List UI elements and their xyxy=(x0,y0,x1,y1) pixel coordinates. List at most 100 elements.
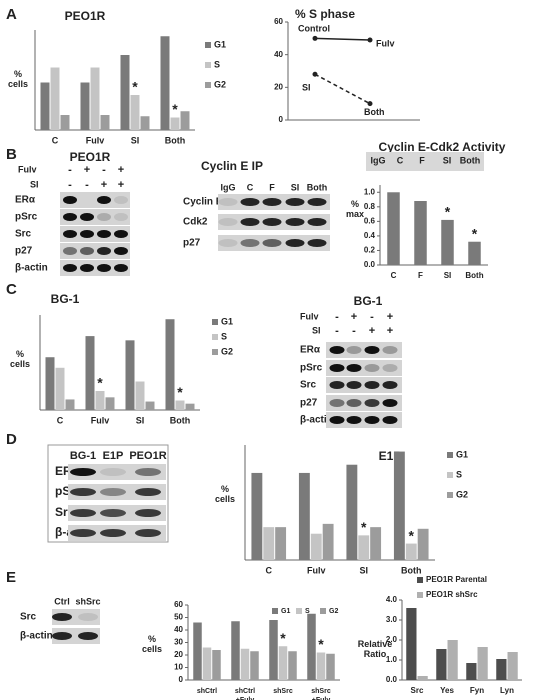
band xyxy=(78,613,98,621)
text-line: % xyxy=(351,199,359,209)
y-tick-label: 3.0 xyxy=(386,615,398,624)
bar xyxy=(406,608,417,680)
band xyxy=(285,218,305,226)
legend-label: G2 xyxy=(221,346,233,356)
y-tick-label: 0.0 xyxy=(386,675,398,684)
band xyxy=(329,381,345,389)
blot-background xyxy=(52,609,100,625)
legend-label: G1 xyxy=(456,449,468,459)
text-line: % xyxy=(16,349,24,359)
significance-mark: * xyxy=(318,636,324,652)
row-label: β-actin xyxy=(300,415,333,426)
bar xyxy=(507,652,518,680)
bar xyxy=(468,241,481,265)
band xyxy=(100,509,126,517)
bar xyxy=(80,82,90,130)
row-label: pSrc xyxy=(300,363,323,374)
bar xyxy=(165,319,175,410)
treatment-label: Fulv xyxy=(300,311,319,321)
row-label: pSrc xyxy=(15,212,38,223)
treatment-mark: - xyxy=(85,179,89,191)
band xyxy=(97,213,111,221)
panel-letter: E xyxy=(6,569,16,586)
significance-mark: * xyxy=(172,101,178,117)
lane-label: PEO1R xyxy=(129,450,166,462)
line xyxy=(314,37,371,41)
blot-title: BG-1 xyxy=(354,294,383,308)
band xyxy=(70,468,96,476)
band xyxy=(218,218,238,226)
band xyxy=(364,416,380,424)
lane-label: shSrc xyxy=(75,596,100,606)
band xyxy=(262,239,282,247)
y-tick-label: 30 xyxy=(174,638,183,647)
band xyxy=(63,230,77,238)
x-tick-label: Fulv xyxy=(86,135,105,145)
significance-mark: * xyxy=(177,384,183,400)
band xyxy=(70,488,96,496)
blot-background xyxy=(60,192,130,208)
y-tick-label: 1.0 xyxy=(386,655,398,664)
lane-label: Both xyxy=(460,155,481,165)
text-line: % xyxy=(14,69,22,79)
bar xyxy=(263,527,275,560)
legend-swatch xyxy=(417,577,423,583)
lane-label: F xyxy=(419,155,425,165)
band xyxy=(135,509,161,517)
point-label: Control xyxy=(298,24,330,34)
bar xyxy=(160,36,170,130)
bar xyxy=(95,391,105,410)
bar xyxy=(405,543,417,560)
text-line: shSrc xyxy=(311,688,331,695)
bar xyxy=(316,652,326,680)
text-line: cells xyxy=(215,494,235,504)
bar xyxy=(85,336,95,410)
band xyxy=(329,346,345,354)
band xyxy=(382,399,398,407)
y-tick-label: 10 xyxy=(174,663,183,672)
bar xyxy=(322,523,334,560)
bar xyxy=(40,82,50,130)
bar xyxy=(275,527,287,560)
bar xyxy=(45,357,55,410)
x-tick-label: Src xyxy=(411,686,424,695)
band xyxy=(80,213,94,221)
blot-background xyxy=(326,395,402,411)
treatment-mark: - xyxy=(335,311,339,323)
lane-label: SI xyxy=(443,155,452,165)
bar xyxy=(358,535,370,560)
legend-label: G1 xyxy=(281,608,290,615)
significance-mark: * xyxy=(132,79,138,95)
y-tick-label: 1.0 xyxy=(364,187,376,196)
blot-background xyxy=(326,360,402,376)
blot-background xyxy=(326,412,402,428)
bar xyxy=(180,111,190,130)
y-axis-label: % max xyxy=(346,199,364,219)
bar xyxy=(307,613,316,680)
point xyxy=(367,37,373,43)
y-tick-label: 0.2 xyxy=(364,246,376,255)
row-label: Src xyxy=(15,229,32,240)
legend-swatch xyxy=(417,592,423,598)
bar xyxy=(288,651,297,680)
bar xyxy=(55,367,65,410)
band xyxy=(262,198,282,206)
x-tick-label: shCtrl xyxy=(197,688,217,695)
lane-label: E1P xyxy=(103,450,124,462)
x-tick-label: C xyxy=(266,565,273,575)
x-tick-label: SI xyxy=(136,415,145,425)
text-line: max xyxy=(346,209,364,219)
bar xyxy=(436,649,447,680)
blot-background xyxy=(326,377,402,393)
bar xyxy=(466,663,477,680)
lane-label: SI xyxy=(291,182,300,192)
bar xyxy=(417,528,429,560)
row-label: β-actin xyxy=(15,263,48,274)
bar xyxy=(326,653,335,680)
y-tick-label: 2.0 xyxy=(386,635,398,644)
treatment-mark: - xyxy=(335,325,339,337)
bar xyxy=(65,399,75,410)
band xyxy=(382,346,398,354)
legend-swatch xyxy=(205,62,211,68)
